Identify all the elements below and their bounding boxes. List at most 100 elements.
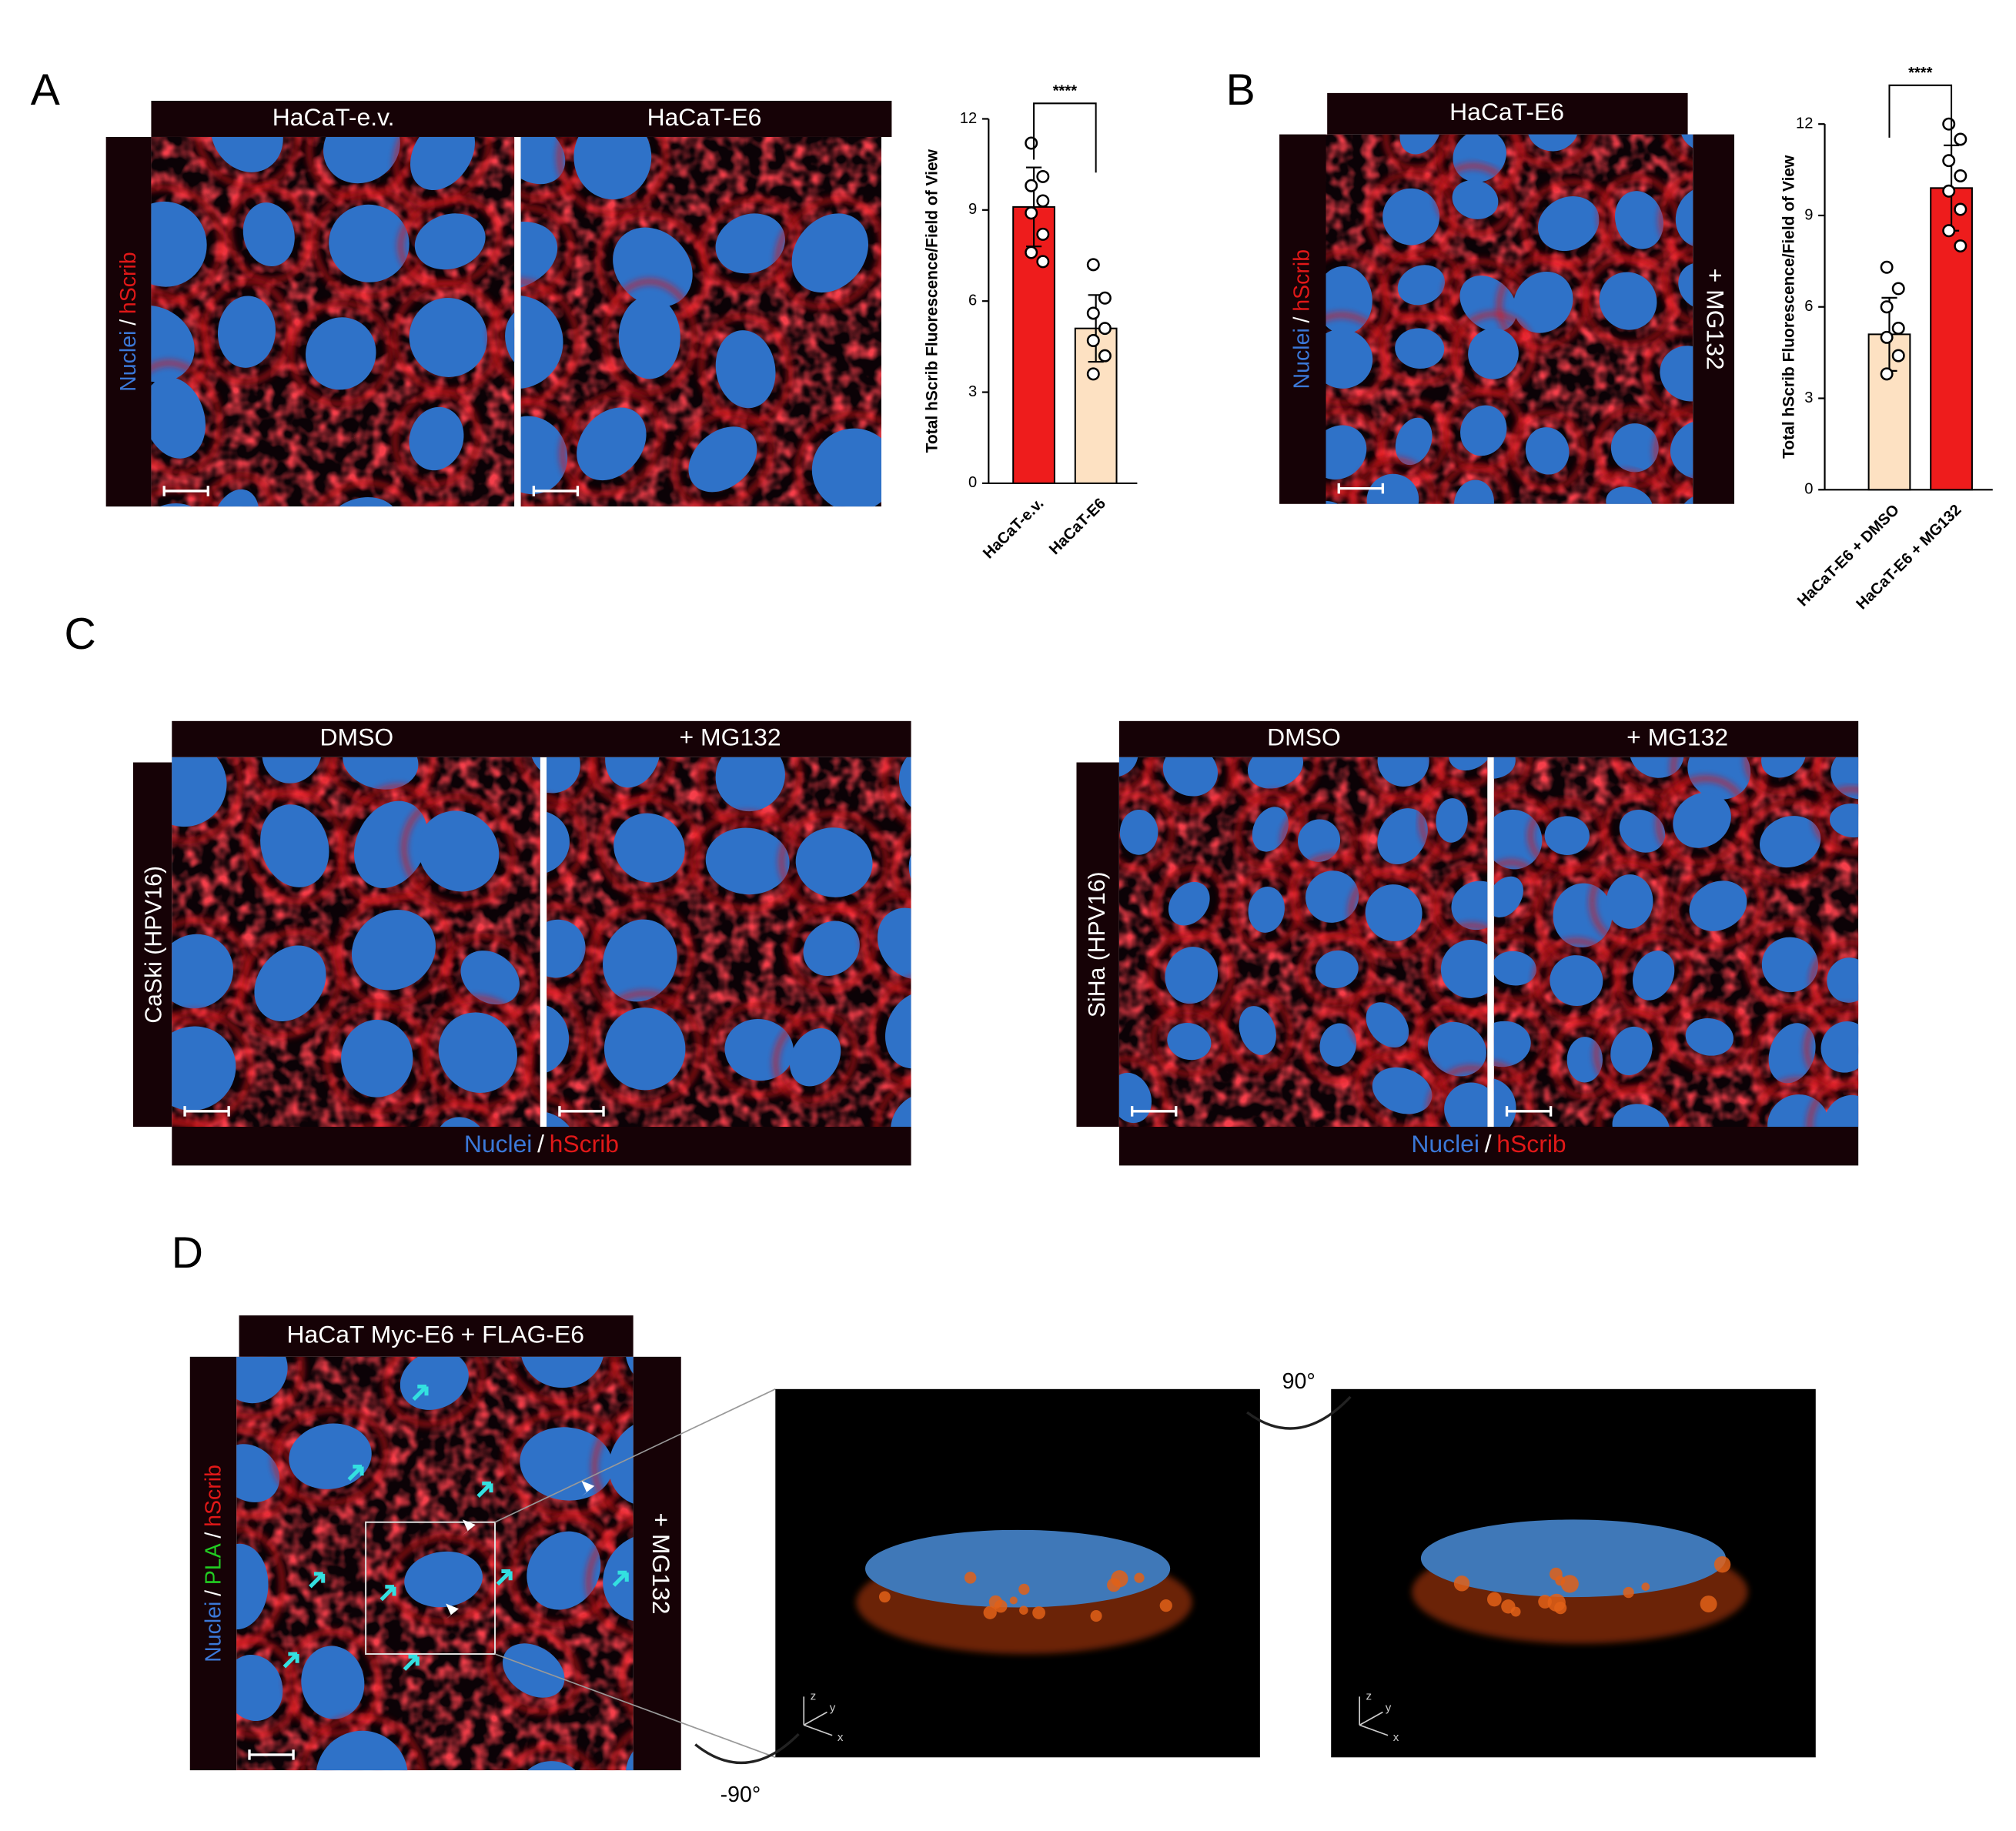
stain-label: Nuclei / PLA / hScrib	[201, 1465, 226, 1662]
nucleus	[479, 516, 588, 613]
nucleus	[791, 213, 868, 293]
y-tick-label: 0	[1804, 481, 1813, 498]
nucleus	[329, 204, 410, 282]
cell-membrane	[560, 391, 663, 497]
cell-membrane	[196, 473, 276, 507]
cell-membrane	[1643, 329, 1693, 418]
nucleus	[520, 136, 566, 185]
cell-membrane	[1510, 134, 1596, 168]
cell-membrane	[1814, 757, 1859, 816]
nucleus	[803, 921, 860, 976]
cell-membrane	[172, 1010, 252, 1127]
stain-name: hScrib	[115, 252, 140, 314]
nucleus	[1761, 757, 1807, 778]
cell-membrane	[500, 1744, 605, 1771]
nucleus	[1760, 816, 1821, 868]
cell-membrane	[503, 1356, 621, 1405]
nucleus	[1395, 417, 1433, 466]
y-tick-label: 9	[968, 201, 977, 218]
nucleus	[605, 757, 660, 788]
label: + MG132	[1627, 723, 1728, 751]
nucleus	[172, 1026, 236, 1111]
data-point	[1098, 349, 1112, 363]
label: C	[64, 610, 95, 659]
puncta	[1032, 1606, 1045, 1619]
nucleus	[210, 136, 283, 172]
cell-membrane	[1378, 311, 1461, 386]
micrograph	[479, 136, 881, 613]
cell-membrane	[1493, 1061, 1533, 1127]
nucleus	[418, 810, 500, 892]
stain-name: Nuclei	[115, 331, 140, 392]
axis-label: z	[1366, 1689, 1372, 1702]
nucleus	[1606, 486, 1653, 504]
nucleus	[1326, 425, 1367, 480]
nucleus	[715, 757, 785, 812]
cell-membrane	[520, 136, 582, 201]
nucleus	[1678, 262, 1693, 310]
nucleus	[410, 518, 474, 573]
data-point	[1086, 333, 1100, 347]
cell-membrane	[1598, 174, 1680, 266]
nucleus	[1599, 272, 1657, 330]
nucleus	[1315, 950, 1359, 988]
cell-membrane	[1231, 757, 1320, 805]
cell-membrane	[1493, 757, 1533, 796]
nucleus	[891, 1093, 911, 1127]
cell-membrane	[1152, 865, 1226, 942]
stain-name: Nuclei	[201, 1602, 226, 1662]
nucleus	[1680, 134, 1693, 152]
nucleus	[1162, 757, 1218, 797]
nucleus	[1319, 1023, 1357, 1067]
cell-membrane	[226, 185, 312, 283]
axis-label: x	[837, 1731, 844, 1744]
cell-membrane	[1436, 163, 1515, 236]
cell-membrane	[422, 996, 534, 1110]
nucleus	[520, 1427, 613, 1501]
nucleus	[1685, 1018, 1733, 1056]
nucleus	[1382, 188, 1440, 246]
label: + MG132	[1702, 269, 1730, 370]
cell-membrane	[1496, 255, 1590, 350]
cell-membrane	[547, 794, 587, 891]
footer-bar	[1118, 1127, 1859, 1166]
cell-membrane	[1326, 409, 1383, 496]
cell-membrane	[289, 300, 393, 406]
nucleus	[795, 827, 873, 897]
cell-membrane	[236, 1527, 285, 1646]
nucleus	[547, 757, 580, 794]
cell-membrane	[587, 991, 702, 1107]
micrograph	[151, 136, 515, 573]
label: CaSki (HPV16)	[141, 866, 166, 1024]
nucleus	[1372, 1067, 1433, 1114]
cell-membrane	[236, 1638, 299, 1738]
cell-membrane	[510, 1515, 617, 1626]
side-bar	[1279, 134, 1326, 504]
nucleus	[1444, 1082, 1488, 1127]
nucleus	[1632, 951, 1675, 1001]
cell-membrane	[1509, 410, 1586, 491]
nucleus	[715, 330, 776, 409]
nucleus	[1761, 937, 1818, 993]
scale-bar	[1505, 1106, 1553, 1117]
cell-membrane	[1383, 134, 1458, 171]
nucleus	[1306, 870, 1359, 923]
nucleus	[618, 296, 680, 379]
x-tick-label: HaCaT-E6	[1046, 495, 1109, 558]
label: HaCaT-E6	[647, 103, 762, 131]
cell-membrane	[394, 502, 491, 507]
significance-label: ****	[1053, 83, 1077, 100]
data-point	[1942, 154, 1956, 168]
cell-membrane	[1118, 793, 1175, 872]
cell-membrane	[151, 360, 222, 476]
nucleus	[1768, 1023, 1816, 1084]
cell-membrane	[520, 399, 584, 507]
nucleus	[343, 757, 419, 790]
nucleus	[236, 1543, 269, 1630]
pla-arrow	[403, 1654, 420, 1671]
stain-name: /	[1289, 316, 1314, 322]
nucleus	[1118, 757, 1138, 778]
puncta	[1623, 1586, 1634, 1599]
nucleus	[520, 221, 558, 290]
